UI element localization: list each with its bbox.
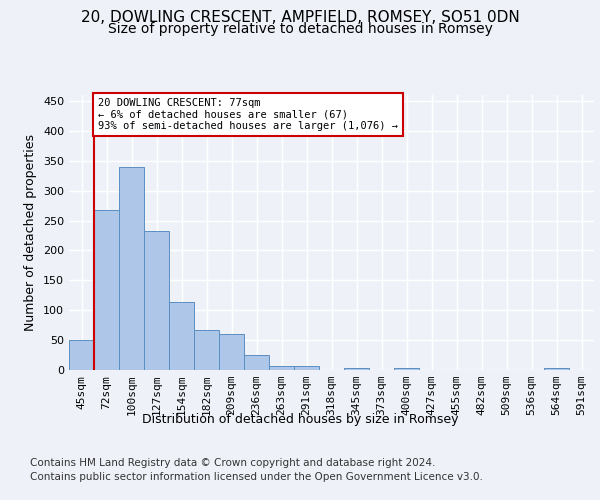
Bar	[169, 302, 194, 370]
Bar	[344, 368, 369, 370]
Bar	[194, 330, 219, 370]
Bar	[144, 230, 169, 370]
Bar	[394, 368, 419, 370]
Bar	[69, 340, 94, 370]
Y-axis label: Number of detached properties: Number of detached properties	[25, 134, 37, 331]
Text: 20 DOWLING CRESCENT: 77sqm
← 6% of detached houses are smaller (67)
93% of semi-: 20 DOWLING CRESCENT: 77sqm ← 6% of detac…	[98, 98, 398, 131]
Text: Size of property relative to detached houses in Romsey: Size of property relative to detached ho…	[107, 22, 493, 36]
Bar	[244, 355, 269, 370]
Text: Contains HM Land Registry data © Crown copyright and database right 2024.: Contains HM Land Registry data © Crown c…	[30, 458, 436, 468]
Text: Distribution of detached houses by size in Romsey: Distribution of detached houses by size …	[142, 412, 458, 426]
Bar	[94, 210, 119, 370]
Text: Contains public sector information licensed under the Open Government Licence v3: Contains public sector information licen…	[30, 472, 483, 482]
Bar	[294, 366, 319, 370]
Bar	[269, 366, 294, 370]
Bar	[219, 334, 244, 370]
Text: 20, DOWLING CRESCENT, AMPFIELD, ROMSEY, SO51 0DN: 20, DOWLING CRESCENT, AMPFIELD, ROMSEY, …	[80, 10, 520, 25]
Bar	[544, 368, 569, 370]
Bar	[119, 166, 144, 370]
